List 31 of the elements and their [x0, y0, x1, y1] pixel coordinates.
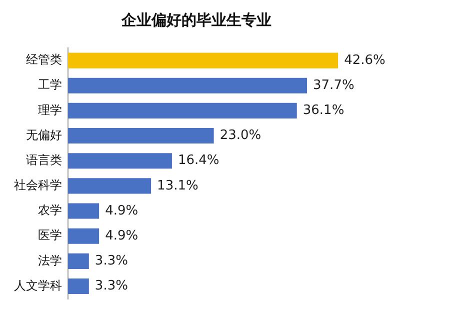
- y-tick-label: 经管类: [26, 52, 62, 67]
- data-label: 3.3%: [94, 254, 128, 269]
- y-tick-label: 农学: [38, 203, 62, 218]
- y-tick-label: 工学: [38, 78, 62, 92]
- data-label: 42.6%: [344, 52, 386, 68]
- y-tick-label: 社会科学: [14, 178, 62, 192]
- y-tick-label: 法学: [38, 253, 62, 268]
- y-tick-label: 医学: [38, 228, 62, 242]
- data-label: 4.9%: [105, 203, 138, 218]
- bar: [68, 78, 308, 94]
- y-tick-label: 人文学科: [14, 278, 62, 292]
- bar: [68, 278, 89, 294]
- bar: [68, 102, 297, 118]
- data-label: 23.0%: [220, 128, 262, 144]
- bar: [68, 178, 152, 194]
- y-tick-label: 无偏好: [26, 128, 62, 142]
- bar: [68, 253, 89, 269]
- bar: [68, 128, 214, 144]
- data-label: 4.9%: [105, 228, 138, 244]
- y-tick-label: 语言类: [26, 152, 62, 167]
- y-tick-label: 理学: [38, 102, 62, 117]
- data-label: 16.4%: [178, 153, 220, 168]
- data-label: 36.1%: [302, 103, 344, 118]
- chart-title: 企业偏好的毕业生专业: [120, 10, 272, 29]
- bar: [68, 52, 338, 68]
- data-label: 3.3%: [94, 278, 128, 294]
- bar: [68, 228, 100, 244]
- data-label: 37.7%: [313, 78, 354, 93]
- bar: [68, 203, 100, 219]
- data-label: 13.1%: [157, 178, 198, 194]
- bar: [68, 153, 172, 169]
